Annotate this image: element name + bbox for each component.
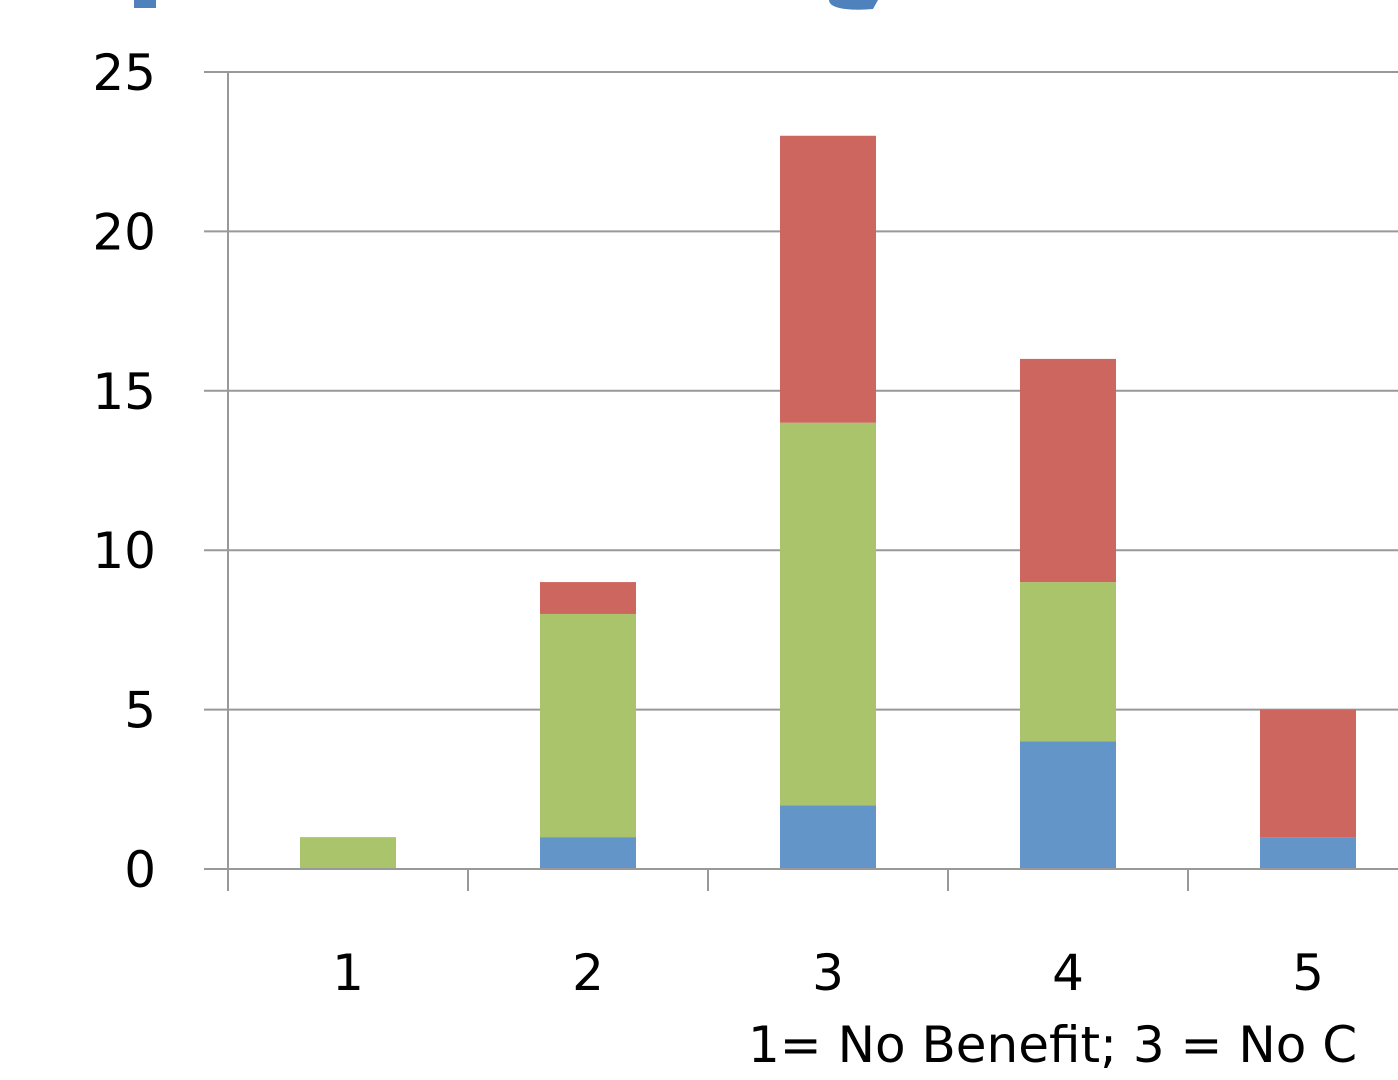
bar-segment-cat4-series3 [1020, 358, 1116, 583]
x-tick-label: 5 [1292, 944, 1324, 1002]
x-tick-label: 3 [812, 944, 844, 1002]
x-tick-label: 1 [332, 944, 364, 1002]
bar-segment-cat5-series3 [1260, 709, 1356, 838]
y-tick-label: 20 [92, 203, 156, 261]
bars [300, 135, 1356, 869]
x-axis-title: 1= No Benefit; 3 = No C [748, 1016, 1357, 1074]
title-fragment-mark [134, 0, 156, 8]
bar-segment-cat4-series2 [1020, 582, 1116, 742]
axes [204, 71, 1398, 891]
bar-segment-cat5-series1 [1260, 837, 1356, 869]
tick-labels: 0 5 10 15 20 25 1 2 3 4 5 [92, 44, 1324, 1002]
bar-segment-cat4-series1 [1020, 741, 1116, 869]
cropped-title-fragment [134, 0, 878, 10]
x-tick-label: 4 [1052, 944, 1084, 1002]
y-tick-label: 10 [92, 522, 156, 580]
y-tick-label: 0 [124, 841, 156, 899]
bar-segment-cat3-series3 [780, 135, 876, 423]
y-tick-label: 25 [92, 44, 156, 102]
bar-segment-cat2-series1 [540, 837, 636, 869]
y-tick-label: 5 [124, 682, 156, 740]
title-fragment-mark [829, 0, 878, 10]
bar-segment-cat3-series2 [780, 422, 876, 806]
bar-segment-cat2-series2 [540, 613, 636, 838]
bar-segment-cat2-series3 [540, 582, 636, 614]
x-tick-label: 2 [572, 944, 604, 1002]
y-tick-label: 15 [92, 363, 156, 421]
bar-segment-cat3-series1 [780, 805, 876, 869]
bar-segment-cat1-series2 [300, 837, 396, 869]
